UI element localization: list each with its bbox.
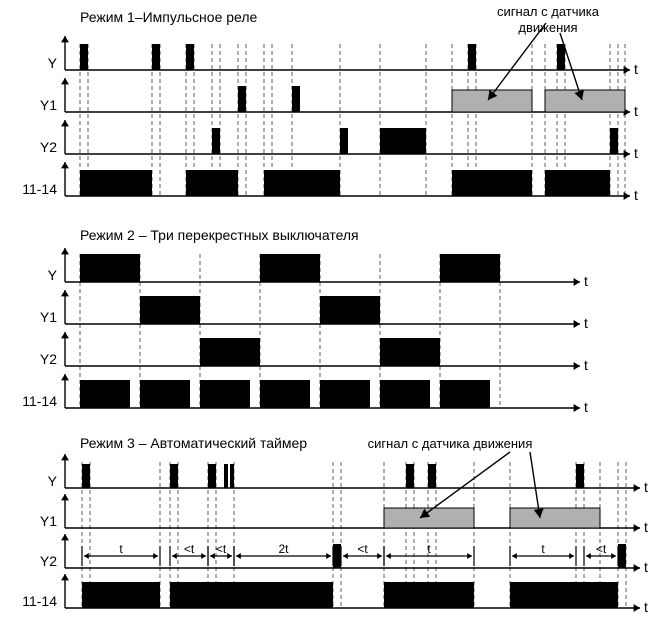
svg-text:t: t bbox=[634, 61, 638, 77]
svg-text:t: t bbox=[584, 273, 588, 289]
svg-text:t: t bbox=[584, 315, 588, 331]
svg-text:Режим 1–Импульсное реле: Режим 1–Импульсное реле bbox=[80, 9, 258, 25]
svg-text:<t: <t bbox=[596, 542, 607, 556]
svg-text:t: t bbox=[634, 187, 638, 203]
timing-diagram: Режим 1–Импульсное релеYtY1tY2t11-14tсиг… bbox=[0, 0, 670, 625]
svg-text:t: t bbox=[644, 479, 648, 495]
svg-text:t: t bbox=[541, 542, 545, 556]
svg-text:Y1: Y1 bbox=[40, 97, 57, 113]
svg-text:Y2: Y2 bbox=[40, 553, 57, 569]
svg-text:Y: Y bbox=[48, 55, 58, 71]
svg-text:сигнал с датчика: сигнал с датчика bbox=[497, 4, 600, 19]
svg-text:t: t bbox=[119, 542, 123, 556]
svg-text:t: t bbox=[644, 599, 648, 615]
svg-text:Режим 3 – Автоматический тайме: Режим 3 – Автоматический таймер bbox=[80, 435, 307, 451]
svg-text:<t: <t bbox=[357, 542, 368, 556]
svg-text:11-14: 11-14 bbox=[22, 181, 57, 197]
svg-text:Y1: Y1 bbox=[40, 513, 57, 529]
svg-text:сигнал с датчика движения: сигнал с датчика движения bbox=[368, 436, 533, 451]
svg-text:t: t bbox=[584, 399, 588, 415]
svg-text:t: t bbox=[584, 357, 588, 373]
svg-text:<t: <t bbox=[216, 542, 227, 556]
panel: Режим 1–Импульсное реле Yt Y1 t Y2 t 11-14 t сиг… bbox=[22, 4, 638, 203]
svg-text:Y1: Y1 bbox=[40, 309, 57, 325]
svg-text:11-14: 11-14 bbox=[22, 393, 57, 409]
svg-text:t: t bbox=[644, 559, 648, 575]
svg-text:Y2: Y2 bbox=[40, 351, 57, 367]
svg-text:Y2: Y2 bbox=[40, 139, 57, 155]
svg-text:<t: <t bbox=[184, 542, 195, 556]
svg-text:Y: Y bbox=[48, 473, 58, 489]
svg-text:Режим 2 – Три перекрестных вык: Режим 2 – Три перекрестных выключателя bbox=[80, 227, 359, 243]
svg-text:движения: движения bbox=[518, 20, 577, 35]
svg-text:11-14: 11-14 bbox=[22, 593, 57, 609]
panel: Режим 2 – Три перекрестных выключателя Yt… bbox=[22, 227, 588, 415]
svg-text:t: t bbox=[634, 145, 638, 161]
svg-text:t: t bbox=[644, 519, 648, 535]
svg-text:Y: Y bbox=[48, 267, 58, 283]
svg-text:t: t bbox=[634, 103, 638, 119]
panel: Режим 3 – Автоматический таймер Yt Y1 t Y2 t t… bbox=[22, 435, 648, 615]
svg-text:t: t bbox=[427, 542, 431, 556]
svg-text:2t: 2t bbox=[278, 542, 289, 556]
